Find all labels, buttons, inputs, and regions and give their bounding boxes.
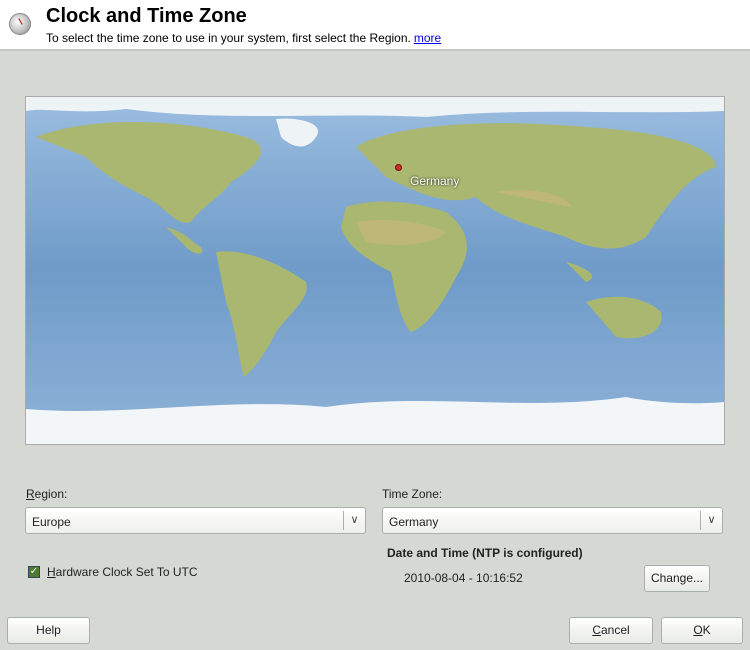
more-link[interactable]: more [413,31,442,45]
help-button[interactable]: Help [7,617,90,644]
cancel-button[interactable]: Cancel [569,617,653,644]
chevron-down-icon[interactable]: ∨ [700,511,722,530]
region-value: Europe [32,515,71,529]
clock-icon [9,13,31,35]
world-map-image[interactable] [26,97,724,444]
datetime-heading: Date and Time (NTP is configured) [387,546,583,560]
hardware-clock-checkbox[interactable]: ✓ [28,566,40,578]
timezone-value: Germany [389,515,439,529]
datetime-value: 2010-08-04 - 10:16:52 [404,571,523,585]
timezone-label: Time Zone: [382,487,443,501]
location-label: Germany [410,174,460,188]
subtitle-text: To select the time zone to use in your s… [46,31,411,45]
header: Clock and Time Zone To select the time z… [0,0,750,51]
location-marker[interactable] [395,164,402,171]
page-title: Clock and Time Zone [46,5,247,27]
change-button[interactable]: Change... [644,565,710,592]
timezone-select[interactable]: Germany ∨ [382,507,723,534]
region-label: Region: [26,487,68,501]
hardware-clock-label[interactable]: Hardware Clock Set To UTC [47,565,198,579]
chevron-down-icon[interactable]: ∨ [343,511,365,530]
page-subtitle: To select the time zone to use in your s… [46,31,441,45]
world-map[interactable]: Germany [25,96,725,445]
ok-button[interactable]: OK [661,617,743,644]
region-select[interactable]: Europe ∨ [25,507,366,534]
